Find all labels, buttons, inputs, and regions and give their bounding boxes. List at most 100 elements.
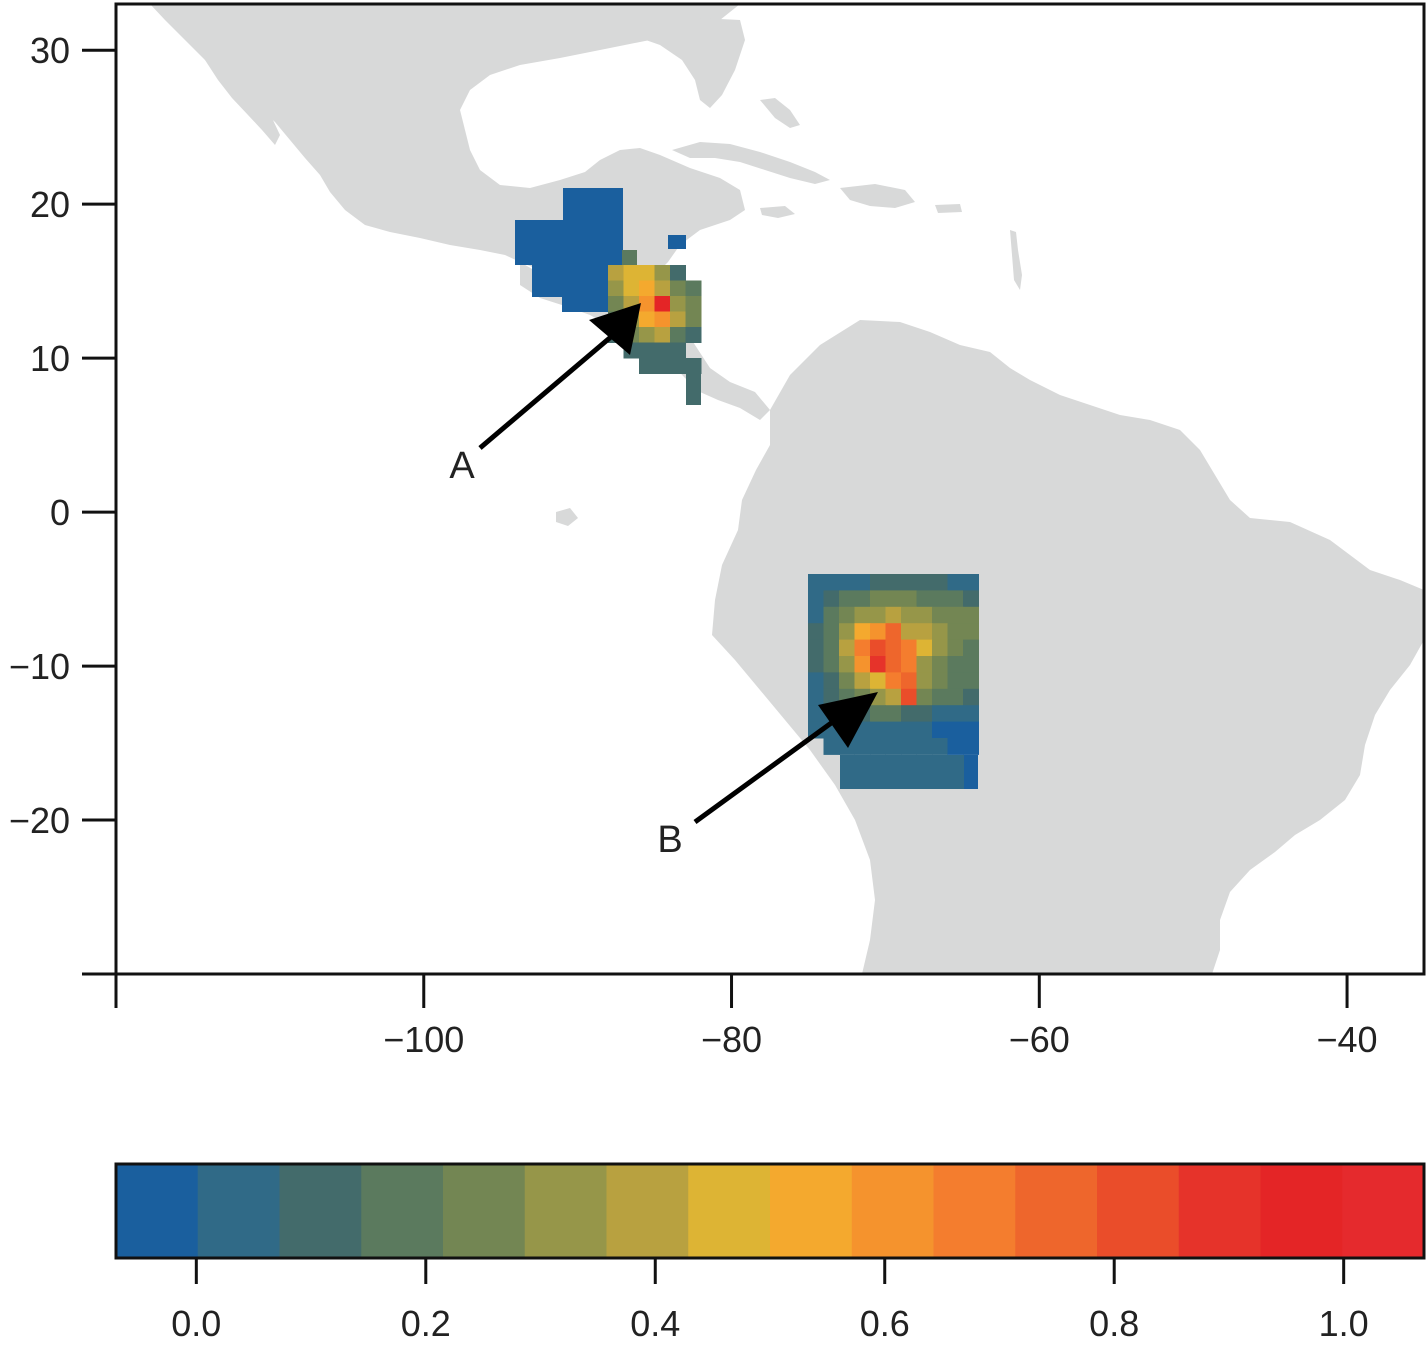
heat-cell-region-b — [885, 721, 902, 739]
heat-cell-region-a — [670, 280, 686, 297]
heat-cell-region-b — [901, 738, 917, 755]
heat-cell-region-b — [808, 606, 824, 624]
heat-cell-region-b — [808, 639, 824, 657]
heat-cell-region-a — [562, 297, 608, 312]
heat-cell-region-b — [870, 590, 886, 608]
heat-cell-region-a — [670, 311, 686, 328]
heat-cell-region-a — [654, 342, 671, 359]
land-south-america — [712, 320, 1424, 974]
arrow-a-line — [478, 334, 614, 450]
heat-cell-region-b — [870, 721, 886, 739]
colorbar-tick-label: 0.2 — [401, 1303, 451, 1344]
heat-cell-region-b — [916, 656, 933, 673]
land-jamaica — [760, 206, 795, 218]
x-axis: −100 −80 −60 −40 — [114, 972, 1424, 1060]
heat-cell-region-b — [870, 738, 886, 755]
heat-cell-region-a — [654, 265, 671, 281]
heat-cell-region-b — [870, 606, 886, 624]
heat-cell-region-b — [901, 672, 917, 690]
heat-cell-region-a — [639, 296, 655, 312]
heat-cell-region-b — [916, 721, 933, 739]
heat-cell-region-b — [963, 656, 979, 673]
heat-cell-region-b — [885, 656, 902, 673]
heat-cell-region-a — [685, 327, 702, 343]
arrow-b-line — [693, 710, 847, 825]
heat-cell-region-b — [854, 590, 871, 608]
x-tick-label: −80 — [701, 1019, 762, 1060]
annotation-a: A — [449, 303, 641, 487]
heat-cell-region-a — [623, 265, 640, 281]
colorbar-swatch — [851, 1164, 935, 1258]
heat-cell-region-b — [854, 639, 871, 657]
colorbar-swatch — [1342, 1164, 1425, 1258]
heat-cell-region-a — [563, 188, 623, 222]
heat-cell-region-b — [885, 574, 902, 591]
heat-cell-region-b — [823, 672, 840, 690]
heat-cell-region-a — [608, 265, 624, 281]
map-panel: A B −100 −80 −60 −40 30 20 10 0 −10 −20 — [9, 2, 1426, 1060]
heat-cell-region-b — [854, 623, 871, 641]
heat-cell-region-b — [916, 574, 933, 591]
heat-cell-region-a — [670, 342, 686, 359]
heat-cell-region-a — [515, 220, 623, 265]
heat-cell-region-b — [901, 590, 917, 608]
heat-cell-region-b — [808, 574, 824, 591]
land-galapagos — [556, 508, 578, 526]
heat-cell-region-b — [854, 606, 871, 624]
heat-cell-region-b — [932, 705, 948, 723]
colorbar-tick-label: 1.0 — [1319, 1303, 1369, 1344]
heat-cell-region-a — [639, 342, 655, 359]
heat-cell-region-b — [901, 606, 917, 624]
heat-cell-region-b — [870, 623, 886, 641]
heat-cell-region-b — [885, 639, 902, 657]
colorbar-swatch — [1260, 1164, 1343, 1258]
heat-cell-region-b — [932, 590, 948, 608]
colorbar-tick-label: 0.8 — [1089, 1303, 1139, 1344]
heat-cell-region-b — [854, 738, 871, 755]
heat-cell-region-b — [854, 672, 871, 690]
heat-cell-region-b — [823, 590, 840, 608]
colorbar-swatch — [770, 1164, 853, 1258]
annotation-b: B — [657, 692, 878, 861]
heat-cell-region-b — [963, 574, 979, 591]
heat-cell-region-b — [932, 688, 948, 706]
heat-cell-region-b — [870, 705, 886, 723]
heat-cell-region-b — [916, 590, 933, 608]
colorbar-swatches — [116, 1164, 1425, 1258]
heat-cell-region-b — [932, 738, 948, 755]
heat-cell-region-b — [916, 688, 933, 706]
heat-cell-region-b — [885, 623, 902, 641]
heat-cell-region-b — [916, 705, 933, 723]
heat-cell-region-b — [963, 672, 979, 690]
annotation-layer: A B — [449, 303, 878, 861]
heat-cell-region-a — [654, 327, 671, 343]
heat-cell-region-b — [963, 688, 979, 706]
heat-cell-region-a — [639, 265, 655, 281]
heat-cell-region-b — [916, 623, 933, 641]
colorbar-swatch — [524, 1164, 608, 1258]
heat-cell-region-b — [823, 656, 840, 673]
heat-cell-region-b — [885, 606, 902, 624]
heat-cell-region-a — [654, 280, 671, 297]
heat-cell-region-a — [670, 265, 686, 281]
heat-cell-region-b — [870, 656, 886, 673]
heat-cell-region-a — [668, 235, 686, 249]
heat-cell-region-b — [823, 623, 840, 641]
heat-cell-region-b — [901, 656, 917, 673]
colorbar: 0.0 0.2 0.4 0.6 0.8 1.0 — [114, 1162, 1426, 1344]
heat-cell-region-b — [808, 656, 824, 673]
heat-cell-region-b — [916, 606, 933, 624]
y-tick-label: −20 — [9, 800, 70, 841]
heat-cell-region-b — [885, 705, 902, 723]
heat-cell-region-a — [622, 250, 637, 265]
heat-cell-region-b — [947, 639, 964, 657]
colorbar-swatch — [688, 1164, 771, 1258]
y-tick-label: −10 — [9, 646, 70, 687]
heat-cell-region-b — [870, 672, 886, 690]
y-tick-label: 20 — [30, 184, 70, 225]
annotation-a-label: A — [449, 445, 475, 487]
heat-cell-region-b — [839, 656, 855, 673]
colorbar-swatch — [197, 1164, 281, 1258]
heat-cell-region-b — [885, 590, 902, 608]
